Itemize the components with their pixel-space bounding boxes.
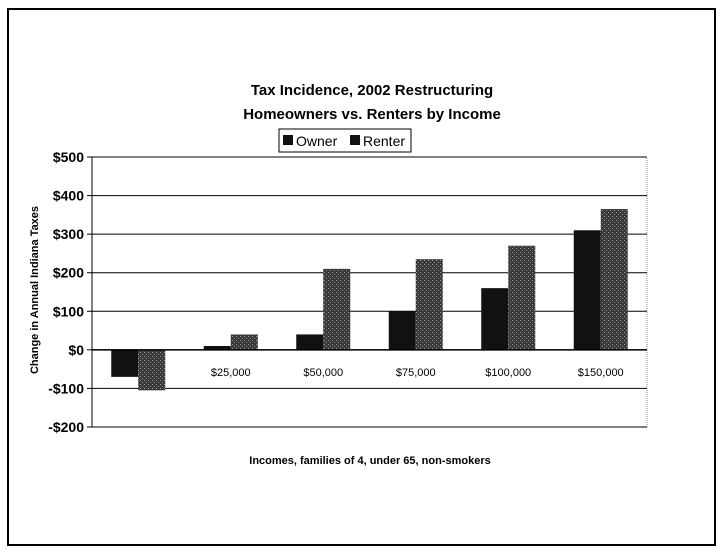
bar-renter	[323, 268, 351, 350]
bar-renter	[600, 209, 628, 350]
bar-owner	[573, 230, 601, 350]
x-category-label: $100,000	[485, 367, 531, 379]
bar-owner	[203, 346, 231, 350]
bar-renter	[415, 259, 443, 350]
y-tick-label: $400	[53, 188, 84, 204]
legend-label-renter: Renter	[363, 133, 405, 149]
chart-title-line-1: Tax Incidence, 2002 Restructuring	[251, 82, 493, 99]
bar-renter	[508, 245, 536, 350]
y-axis-title: Change in Annual Indiana Taxes	[29, 206, 41, 374]
y-tick-label: $100	[53, 303, 84, 319]
chart-title-line-2: Homeowners vs. Renters by Income	[243, 106, 501, 123]
bar-owner	[296, 334, 324, 350]
bar-renter	[230, 334, 258, 350]
x-category-label: $25,000	[211, 367, 251, 379]
legend-label-owner: Owner	[296, 133, 338, 149]
legend: Owner Renter	[278, 128, 412, 153]
y-tick-label: $500	[53, 149, 84, 165]
bar-owner	[481, 288, 509, 350]
x-category-label: $75,000	[396, 367, 436, 379]
plot-area: $500 $400 $300 $200 $100 $0 -$100 -$200 $25,000 $…	[48, 149, 648, 435]
x-axis-title: Incomes, families of 4, under 65, non-sm…	[249, 455, 490, 467]
y-tick-label: $300	[53, 226, 84, 242]
y-tick-label: $0	[68, 342, 84, 358]
plot-background	[91, 156, 648, 428]
bar-owner	[388, 311, 416, 350]
legend-swatch-renter	[350, 135, 360, 145]
y-tick-label: $200	[53, 265, 84, 281]
bar-renter	[138, 349, 166, 391]
x-category-label: $50,000	[303, 367, 343, 379]
x-category-label: $150,000	[578, 367, 624, 379]
legend-swatch-owner	[283, 135, 293, 145]
y-tick-label: -$200	[48, 419, 84, 435]
y-tick-label: -$100	[48, 380, 84, 396]
bar-owner	[111, 349, 139, 377]
